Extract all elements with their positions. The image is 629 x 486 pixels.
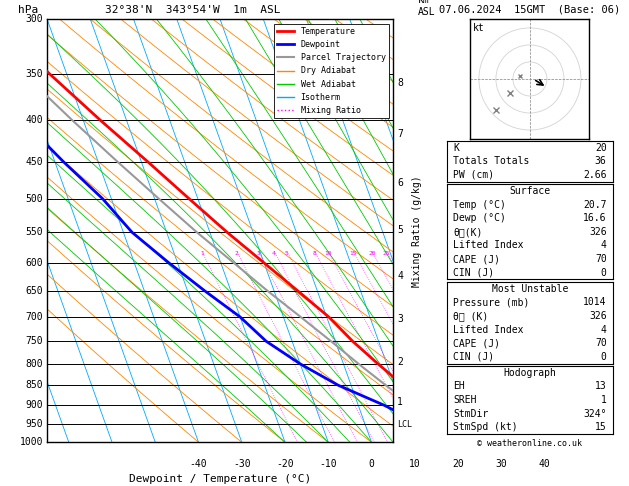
Text: 0: 0 <box>369 459 374 469</box>
Text: Lifted Index: Lifted Index <box>454 241 524 250</box>
Text: 15: 15 <box>595 422 606 432</box>
Text: LCL: LCL <box>398 420 412 430</box>
Legend: Temperature, Dewpoint, Parcel Trajectory, Dry Adiabat, Wet Adiabat, Isotherm, Mi: Temperature, Dewpoint, Parcel Trajectory… <box>274 24 389 118</box>
Text: Temp (°C): Temp (°C) <box>454 200 506 209</box>
Text: CAPE (J): CAPE (J) <box>454 254 500 264</box>
Text: 450: 450 <box>25 157 43 167</box>
Text: 8: 8 <box>398 78 403 88</box>
Text: hPa: hPa <box>18 5 38 15</box>
Text: Most Unstable: Most Unstable <box>492 284 568 294</box>
Text: 15: 15 <box>350 251 357 256</box>
Text: 20.7: 20.7 <box>583 200 606 209</box>
Text: SREH: SREH <box>454 395 477 405</box>
Text: 1014: 1014 <box>583 297 606 307</box>
Text: Lifted Index: Lifted Index <box>454 325 524 334</box>
Text: -40: -40 <box>190 459 208 469</box>
Text: 800: 800 <box>25 359 43 369</box>
Text: Surface: Surface <box>509 186 550 196</box>
Text: Totals Totals: Totals Totals <box>454 156 530 166</box>
Text: 07.06.2024  15GMT  (Base: 06): 07.06.2024 15GMT (Base: 06) <box>439 4 621 15</box>
Text: CIN (J): CIN (J) <box>454 268 494 278</box>
Text: 4: 4 <box>601 325 606 334</box>
Text: 350: 350 <box>25 69 43 79</box>
Text: 324°: 324° <box>583 409 606 418</box>
Text: 6: 6 <box>398 178 403 188</box>
Text: 8: 8 <box>313 251 316 256</box>
Text: 10: 10 <box>324 251 331 256</box>
Text: EH: EH <box>454 382 465 391</box>
Text: CIN (J): CIN (J) <box>454 352 494 362</box>
Text: 30: 30 <box>496 459 507 469</box>
Text: 650: 650 <box>25 286 43 296</box>
Text: Mixing Ratio (g/kg): Mixing Ratio (g/kg) <box>413 175 422 287</box>
Text: 3: 3 <box>398 314 403 325</box>
Text: -20: -20 <box>276 459 294 469</box>
Text: 20: 20 <box>368 251 376 256</box>
Text: θᴇ (K): θᴇ (K) <box>454 311 489 321</box>
Text: 300: 300 <box>25 15 43 24</box>
Text: θᴇ(K): θᴇ(K) <box>454 227 482 237</box>
Text: PW (cm): PW (cm) <box>454 170 494 180</box>
Text: 1: 1 <box>398 397 403 407</box>
Text: Pressure (mb): Pressure (mb) <box>454 297 530 307</box>
Text: 13: 13 <box>595 382 606 391</box>
Text: kt: kt <box>473 23 484 33</box>
Text: StmDir: StmDir <box>454 409 489 418</box>
Text: 5: 5 <box>398 225 403 235</box>
Text: 70: 70 <box>595 338 606 348</box>
Text: 16.6: 16.6 <box>583 213 606 223</box>
Text: 850: 850 <box>25 380 43 390</box>
Text: 4: 4 <box>601 241 606 250</box>
Text: -10: -10 <box>320 459 337 469</box>
Text: 36: 36 <box>595 156 606 166</box>
Text: 950: 950 <box>25 419 43 429</box>
Text: 1: 1 <box>601 395 606 405</box>
Text: 10: 10 <box>409 459 421 469</box>
Text: 5: 5 <box>285 251 289 256</box>
Text: © weatheronline.co.uk: © weatheronline.co.uk <box>477 439 582 448</box>
Text: 700: 700 <box>25 312 43 322</box>
Text: 0: 0 <box>601 268 606 278</box>
Text: 4: 4 <box>398 271 403 280</box>
Text: 2.66: 2.66 <box>583 170 606 180</box>
Text: Dewpoint / Temperature (°C): Dewpoint / Temperature (°C) <box>129 474 311 484</box>
Text: 600: 600 <box>25 258 43 268</box>
Text: km
ASL: km ASL <box>418 0 436 17</box>
Text: 20: 20 <box>595 143 606 153</box>
Text: StmSpd (kt): StmSpd (kt) <box>454 422 518 432</box>
Text: 326: 326 <box>589 227 606 237</box>
Text: 326: 326 <box>589 311 606 321</box>
Text: 750: 750 <box>25 336 43 346</box>
Text: 32°38'N  343°54'W  1m  ASL: 32°38'N 343°54'W 1m ASL <box>104 5 281 15</box>
Text: 0: 0 <box>601 352 606 362</box>
Text: 400: 400 <box>25 116 43 125</box>
Text: Hodograph: Hodograph <box>503 368 557 378</box>
Text: 70: 70 <box>595 254 606 264</box>
Text: 20: 20 <box>452 459 464 469</box>
Text: 2: 2 <box>235 251 238 256</box>
Text: 25: 25 <box>383 251 391 256</box>
Text: 4: 4 <box>272 251 276 256</box>
Text: 2: 2 <box>398 357 403 367</box>
Text: 900: 900 <box>25 400 43 410</box>
Text: Dewp (°C): Dewp (°C) <box>454 213 506 223</box>
Text: 1: 1 <box>200 251 204 256</box>
Text: 1000: 1000 <box>19 437 43 447</box>
Text: 40: 40 <box>538 459 550 469</box>
Text: 7: 7 <box>398 129 403 139</box>
Text: 500: 500 <box>25 194 43 204</box>
Text: CAPE (J): CAPE (J) <box>454 338 500 348</box>
Text: 3: 3 <box>256 251 260 256</box>
Text: K: K <box>454 143 459 153</box>
Text: -30: -30 <box>233 459 250 469</box>
Text: 550: 550 <box>25 227 43 237</box>
